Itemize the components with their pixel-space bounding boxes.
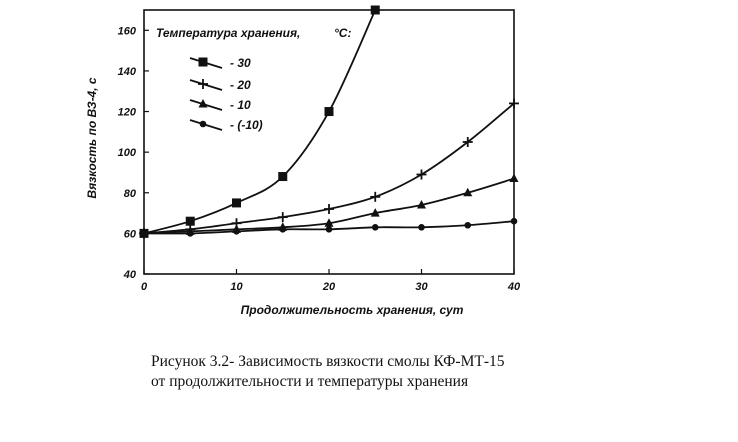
data-series: [139, 5, 519, 239]
data-point-plus: [416, 169, 427, 180]
legend-entry-triangle: - 10: [230, 98, 251, 112]
data-point-plus: [462, 137, 473, 147]
data-point-triangle: [463, 187, 473, 197]
data-point-circle: [371, 223, 379, 231]
data-point-circle: [418, 223, 425, 231]
legend-marker-plus: [198, 79, 208, 89]
data-point-square: [232, 198, 241, 208]
legend-marker-square: [198, 57, 208, 67]
data-point-plus: [509, 98, 519, 109]
data-point-circle: [279, 226, 287, 233]
x-axis-label: Продолжительность хранения, сут: [241, 303, 464, 317]
legend: Температура хранения, °C: - 30 - 20 - 10 - (-…: [156, 26, 351, 132]
x-tick-label: 0: [141, 281, 148, 293]
data-point-circle: [325, 226, 333, 233]
data-point-circle: [464, 221, 472, 229]
caption-line-1: Рисунок 3.2- Зависимость вязкости смолы …: [151, 353, 505, 370]
y-tick-label: 60: [124, 228, 137, 240]
data-point-triangle: [324, 218, 334, 227]
x-tick-label: 40: [507, 281, 521, 293]
y-tick-label: 120: [118, 107, 137, 119]
legend-entry-square: - 30: [230, 56, 251, 70]
legend-line-plus: [189, 79, 223, 91]
y-tick-label: 80: [124, 188, 137, 200]
data-point-triangle: [417, 199, 426, 209]
data-point-circle: [186, 230, 194, 237]
y-tick-label: 40: [123, 269, 137, 281]
series-circle: [140, 217, 518, 237]
legend-title-unit: °C:: [334, 26, 351, 40]
data-point-triangle: [370, 208, 380, 217]
data-point-square: [324, 107, 334, 117]
data-point-square: [185, 216, 195, 226]
y-tick-label: 140: [118, 66, 137, 78]
legend-title: Температура хранения,: [156, 26, 300, 40]
x-tick-label: 20: [322, 281, 336, 293]
plot-border: [143, 9, 515, 275]
y-tick-label: 100: [118, 147, 137, 159]
data-point-plus: [324, 204, 334, 215]
figure-caption: Рисунок 3.2- Зависимость вязкости смолы …: [151, 352, 711, 392]
legend-entry-circle: - (-10): [230, 118, 263, 132]
legend-marker-circle: [199, 120, 207, 128]
viscosity-chart: 0 10 20 30 40 40 60 80 100 120 140 160 Температура …: [85, 5, 521, 317]
y-tick-label: 160: [118, 25, 137, 37]
axis-ticks: 0 10 20 30 40 40 60 80 100 120 140 160: [118, 25, 521, 293]
data-point-plus: [370, 191, 381, 202]
plot-frame: [143, 9, 515, 275]
data-point-square: [278, 172, 288, 182]
x-tick-label: 10: [230, 281, 243, 293]
series-plus: [139, 98, 519, 239]
legend-entry-plus: - 20: [230, 78, 251, 92]
legend-marker-triangle: [198, 99, 208, 108]
data-point-square: [370, 5, 380, 15]
y-axis-label: Вязкость по ВЗ-4, с: [85, 77, 99, 198]
data-point-circle: [140, 230, 148, 237]
x-tick-label: 30: [415, 281, 428, 293]
data-point-circle: [510, 217, 518, 225]
caption-line-2: от продолжительности и температуры хране…: [151, 373, 469, 390]
data-point-plus: [277, 212, 288, 223]
data-point-circle: [233, 228, 240, 235]
data-point-triangle: [509, 173, 519, 183]
